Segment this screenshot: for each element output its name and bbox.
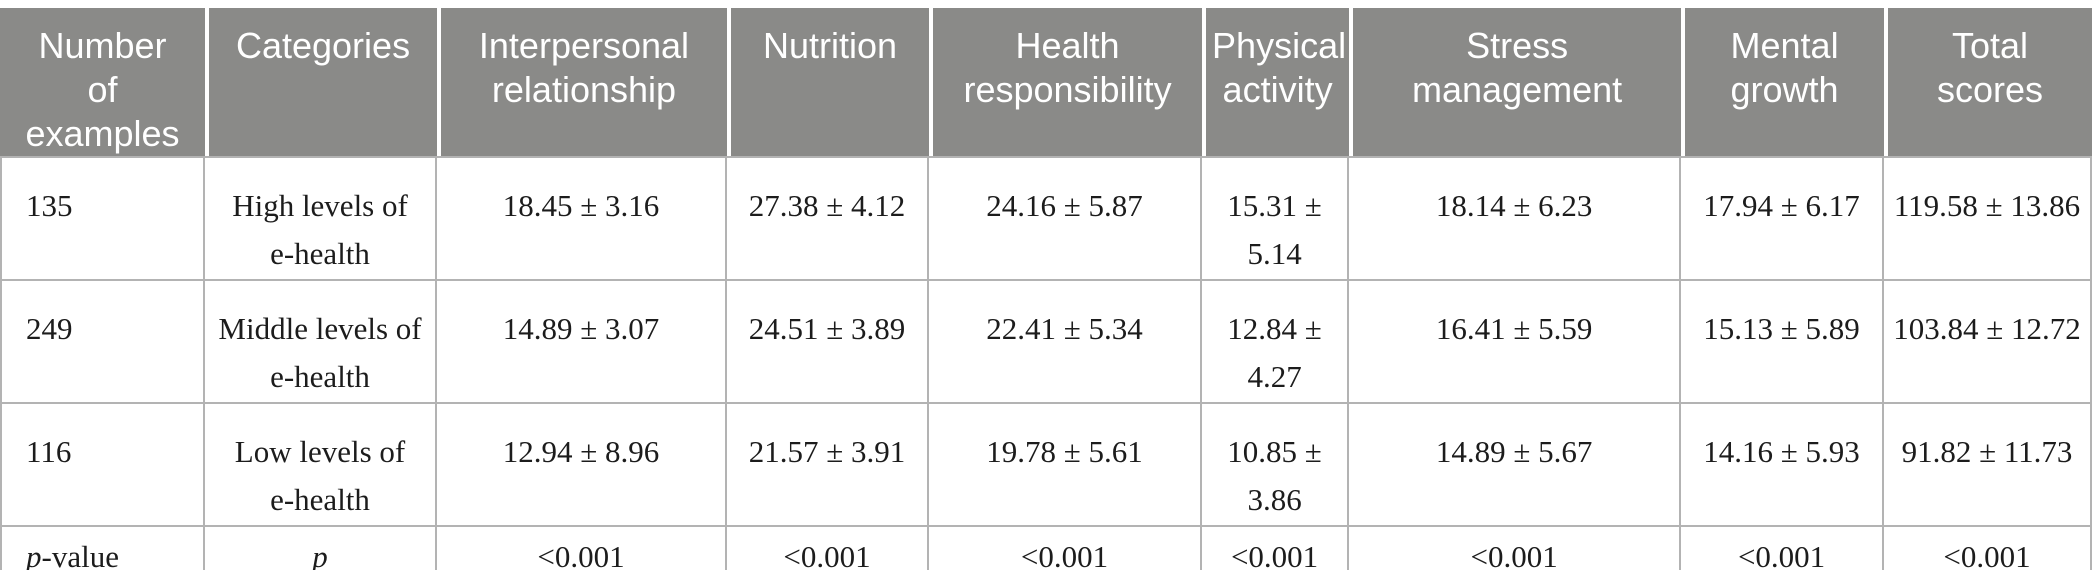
cell-category: Low levels of e-health: [205, 403, 438, 527]
cell-value: 103.84 ± 12.72: [1884, 280, 2092, 404]
cell-p-label: p-value: [0, 527, 206, 570]
table-row-low-levels: 116 Low levels of e-health 12.94 ± 8.96 …: [0, 403, 2092, 527]
cell-n: 249: [0, 280, 206, 404]
cell-value: 17.94 ± 6.17: [1681, 155, 1885, 281]
cell-p-value: <0.001: [437, 527, 727, 570]
cell-value: 19.78 ± 5.61: [929, 403, 1203, 527]
cell-category: Middle levels of e-health: [205, 280, 438, 404]
table-body: 135 High levels of e-health 18.45 ± 3.16…: [0, 155, 2092, 570]
col-header-interpersonal-relationship: Interpersonal relationship: [437, 8, 727, 156]
ehealth-levels-table: Number of examples Categories Interperso…: [0, 8, 2092, 570]
cell-value: 14.89 ± 5.67: [1349, 403, 1682, 527]
cell-value: 14.16 ± 5.93: [1681, 403, 1885, 527]
cell-value: 15.13 ± 5.89: [1681, 280, 1885, 404]
cell-value: 18.14 ± 6.23: [1349, 155, 1682, 281]
col-header-categories: Categories: [205, 8, 438, 156]
cell-value: 14.89 ± 3.07: [437, 280, 727, 404]
col-header-physical-activity: Physical activity: [1202, 8, 1350, 156]
cell-p-value: <0.001: [726, 527, 930, 570]
col-header-nutrition: Nutrition: [726, 8, 930, 156]
cell-p-value: <0.001: [1681, 527, 1885, 570]
p-symbol: p: [26, 539, 42, 570]
cell-p-value: <0.001: [1202, 527, 1350, 570]
cell-value: 24.51 ± 3.89: [726, 280, 930, 404]
cell-value: 27.38 ± 4.12: [726, 155, 930, 281]
cell-n: 116: [0, 403, 206, 527]
cell-value: 12.94 ± 8.96: [437, 403, 727, 527]
col-header-total-scores: Total scores: [1884, 8, 2092, 156]
cell-p-value: <0.001: [929, 527, 1203, 570]
cell-value: 16.41 ± 5.59: [1349, 280, 1682, 404]
cell-value: 91.82 ± 11.73: [1884, 403, 2092, 527]
col-header-health-responsibility: Health responsibility: [929, 8, 1203, 156]
cell-value: 21.57 ± 3.91: [726, 403, 930, 527]
cell-category: High levels of e-health: [205, 155, 438, 281]
cell-n: 135: [0, 155, 206, 281]
col-header-number-of-examples: Number of examples: [0, 8, 206, 156]
cell-value: 119.58 ± 13.86: [1884, 155, 2092, 281]
table-header: Number of examples Categories Interperso…: [0, 8, 2092, 156]
table-row-p-value: p-value p <0.001 <0.001 <0.001 <0.001 <0…: [0, 527, 2092, 570]
cell-p-value: <0.001: [1884, 527, 2092, 570]
table-row-high-levels: 135 High levels of e-health 18.45 ± 3.16…: [0, 155, 2092, 281]
cell-p-value: <0.001: [1349, 527, 1682, 570]
table-row-middle-levels: 249 Middle levels of e-health 14.89 ± 3.…: [0, 280, 2092, 404]
cell-value: 18.45 ± 3.16: [437, 155, 727, 281]
cell-value: 12.84 ± 4.27: [1202, 280, 1350, 404]
cell-value: 10.85 ± 3.86: [1202, 403, 1350, 527]
p-label-rest: -value: [41, 539, 119, 570]
col-header-stress-management: Stress management: [1349, 8, 1682, 156]
cell-p-category: p: [205, 527, 438, 570]
cell-value: 24.16 ± 5.87: [929, 155, 1203, 281]
col-header-mental-growth: Mental growth: [1681, 8, 1885, 156]
cell-value: 15.31 ± 5.14: [1202, 155, 1350, 281]
header-row: Number of examples Categories Interperso…: [0, 8, 2092, 156]
cell-value: 22.41 ± 5.34: [929, 280, 1203, 404]
